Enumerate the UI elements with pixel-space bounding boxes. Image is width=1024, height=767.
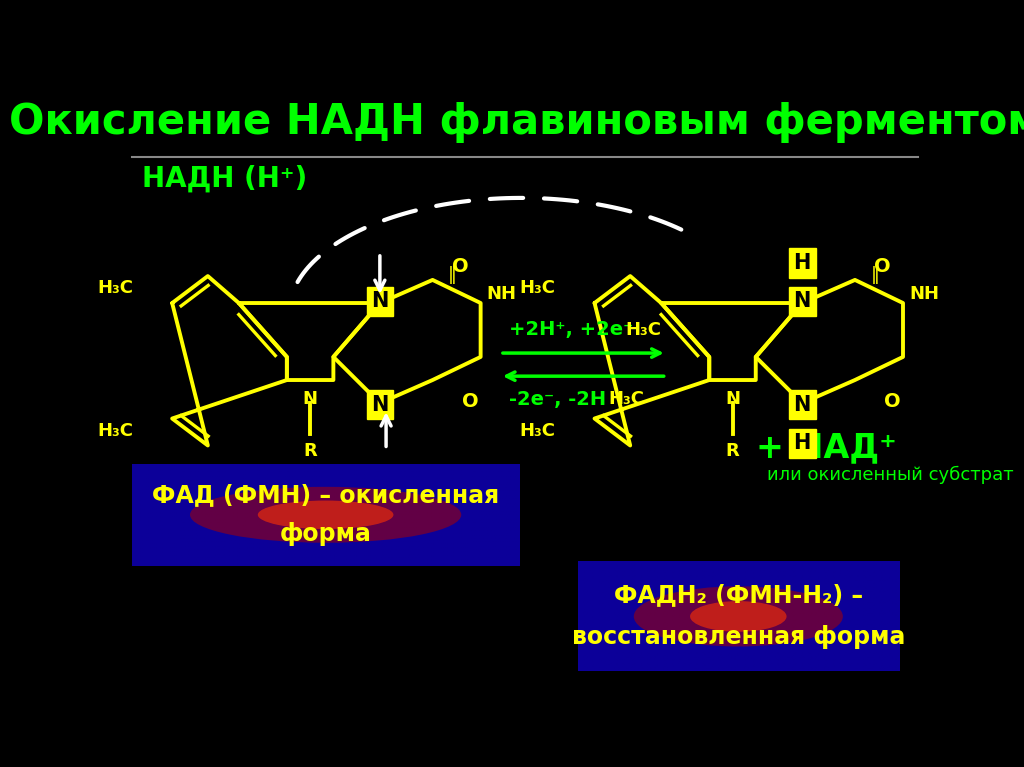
Text: форма: форма bbox=[280, 522, 372, 546]
Ellipse shape bbox=[258, 501, 393, 529]
Text: N: N bbox=[794, 291, 811, 311]
Text: O: O bbox=[452, 256, 469, 275]
Text: ФАД (ФМН) – окисленная: ФАД (ФМН) – окисленная bbox=[152, 483, 500, 508]
Text: ФАДН₂ (ФМН-Н₂) –: ФАДН₂ (ФМН-Н₂) – bbox=[613, 584, 863, 607]
Text: или окисленный субстрат: или окисленный субстрат bbox=[767, 466, 1014, 484]
Text: N: N bbox=[303, 390, 317, 408]
Text: O: O bbox=[462, 392, 478, 411]
Ellipse shape bbox=[634, 586, 843, 647]
Text: H: H bbox=[794, 253, 811, 273]
Text: O: O bbox=[885, 392, 901, 411]
Text: H₃C: H₃C bbox=[97, 278, 133, 297]
Text: N: N bbox=[794, 395, 811, 415]
Text: H₃C: H₃C bbox=[520, 278, 556, 297]
Text: R: R bbox=[303, 442, 317, 460]
Text: НАДН (Н⁺): НАДН (Н⁺) bbox=[142, 164, 307, 193]
Text: H₃C: H₃C bbox=[520, 422, 556, 439]
Text: N: N bbox=[725, 390, 740, 408]
Text: N: N bbox=[371, 291, 388, 311]
Text: H: H bbox=[794, 433, 811, 453]
Text: N: N bbox=[371, 395, 388, 415]
Text: H₃C: H₃C bbox=[97, 422, 133, 439]
Text: + НАД⁺: + НАД⁺ bbox=[756, 431, 896, 464]
Text: восстановленная форма: восстановленная форма bbox=[571, 625, 905, 649]
Text: NH: NH bbox=[486, 285, 517, 303]
Text: O: O bbox=[874, 256, 891, 275]
Text: ‖: ‖ bbox=[870, 265, 880, 284]
Text: NH: NH bbox=[909, 285, 939, 303]
Text: ‖: ‖ bbox=[449, 265, 457, 284]
Text: H₃C: H₃C bbox=[608, 390, 644, 408]
Text: -2e⁻, -2H: -2e⁻, -2H bbox=[509, 390, 606, 409]
Text: Окисление НАДН флавиновым ферментом: Окисление НАДН флавиновым ферментом bbox=[8, 101, 1024, 143]
Text: R: R bbox=[726, 442, 739, 460]
Text: +2H⁺, +2e⁻: +2H⁺, +2e⁻ bbox=[509, 321, 634, 340]
Ellipse shape bbox=[690, 601, 786, 632]
Text: H₃C: H₃C bbox=[626, 321, 662, 339]
Ellipse shape bbox=[190, 487, 461, 543]
